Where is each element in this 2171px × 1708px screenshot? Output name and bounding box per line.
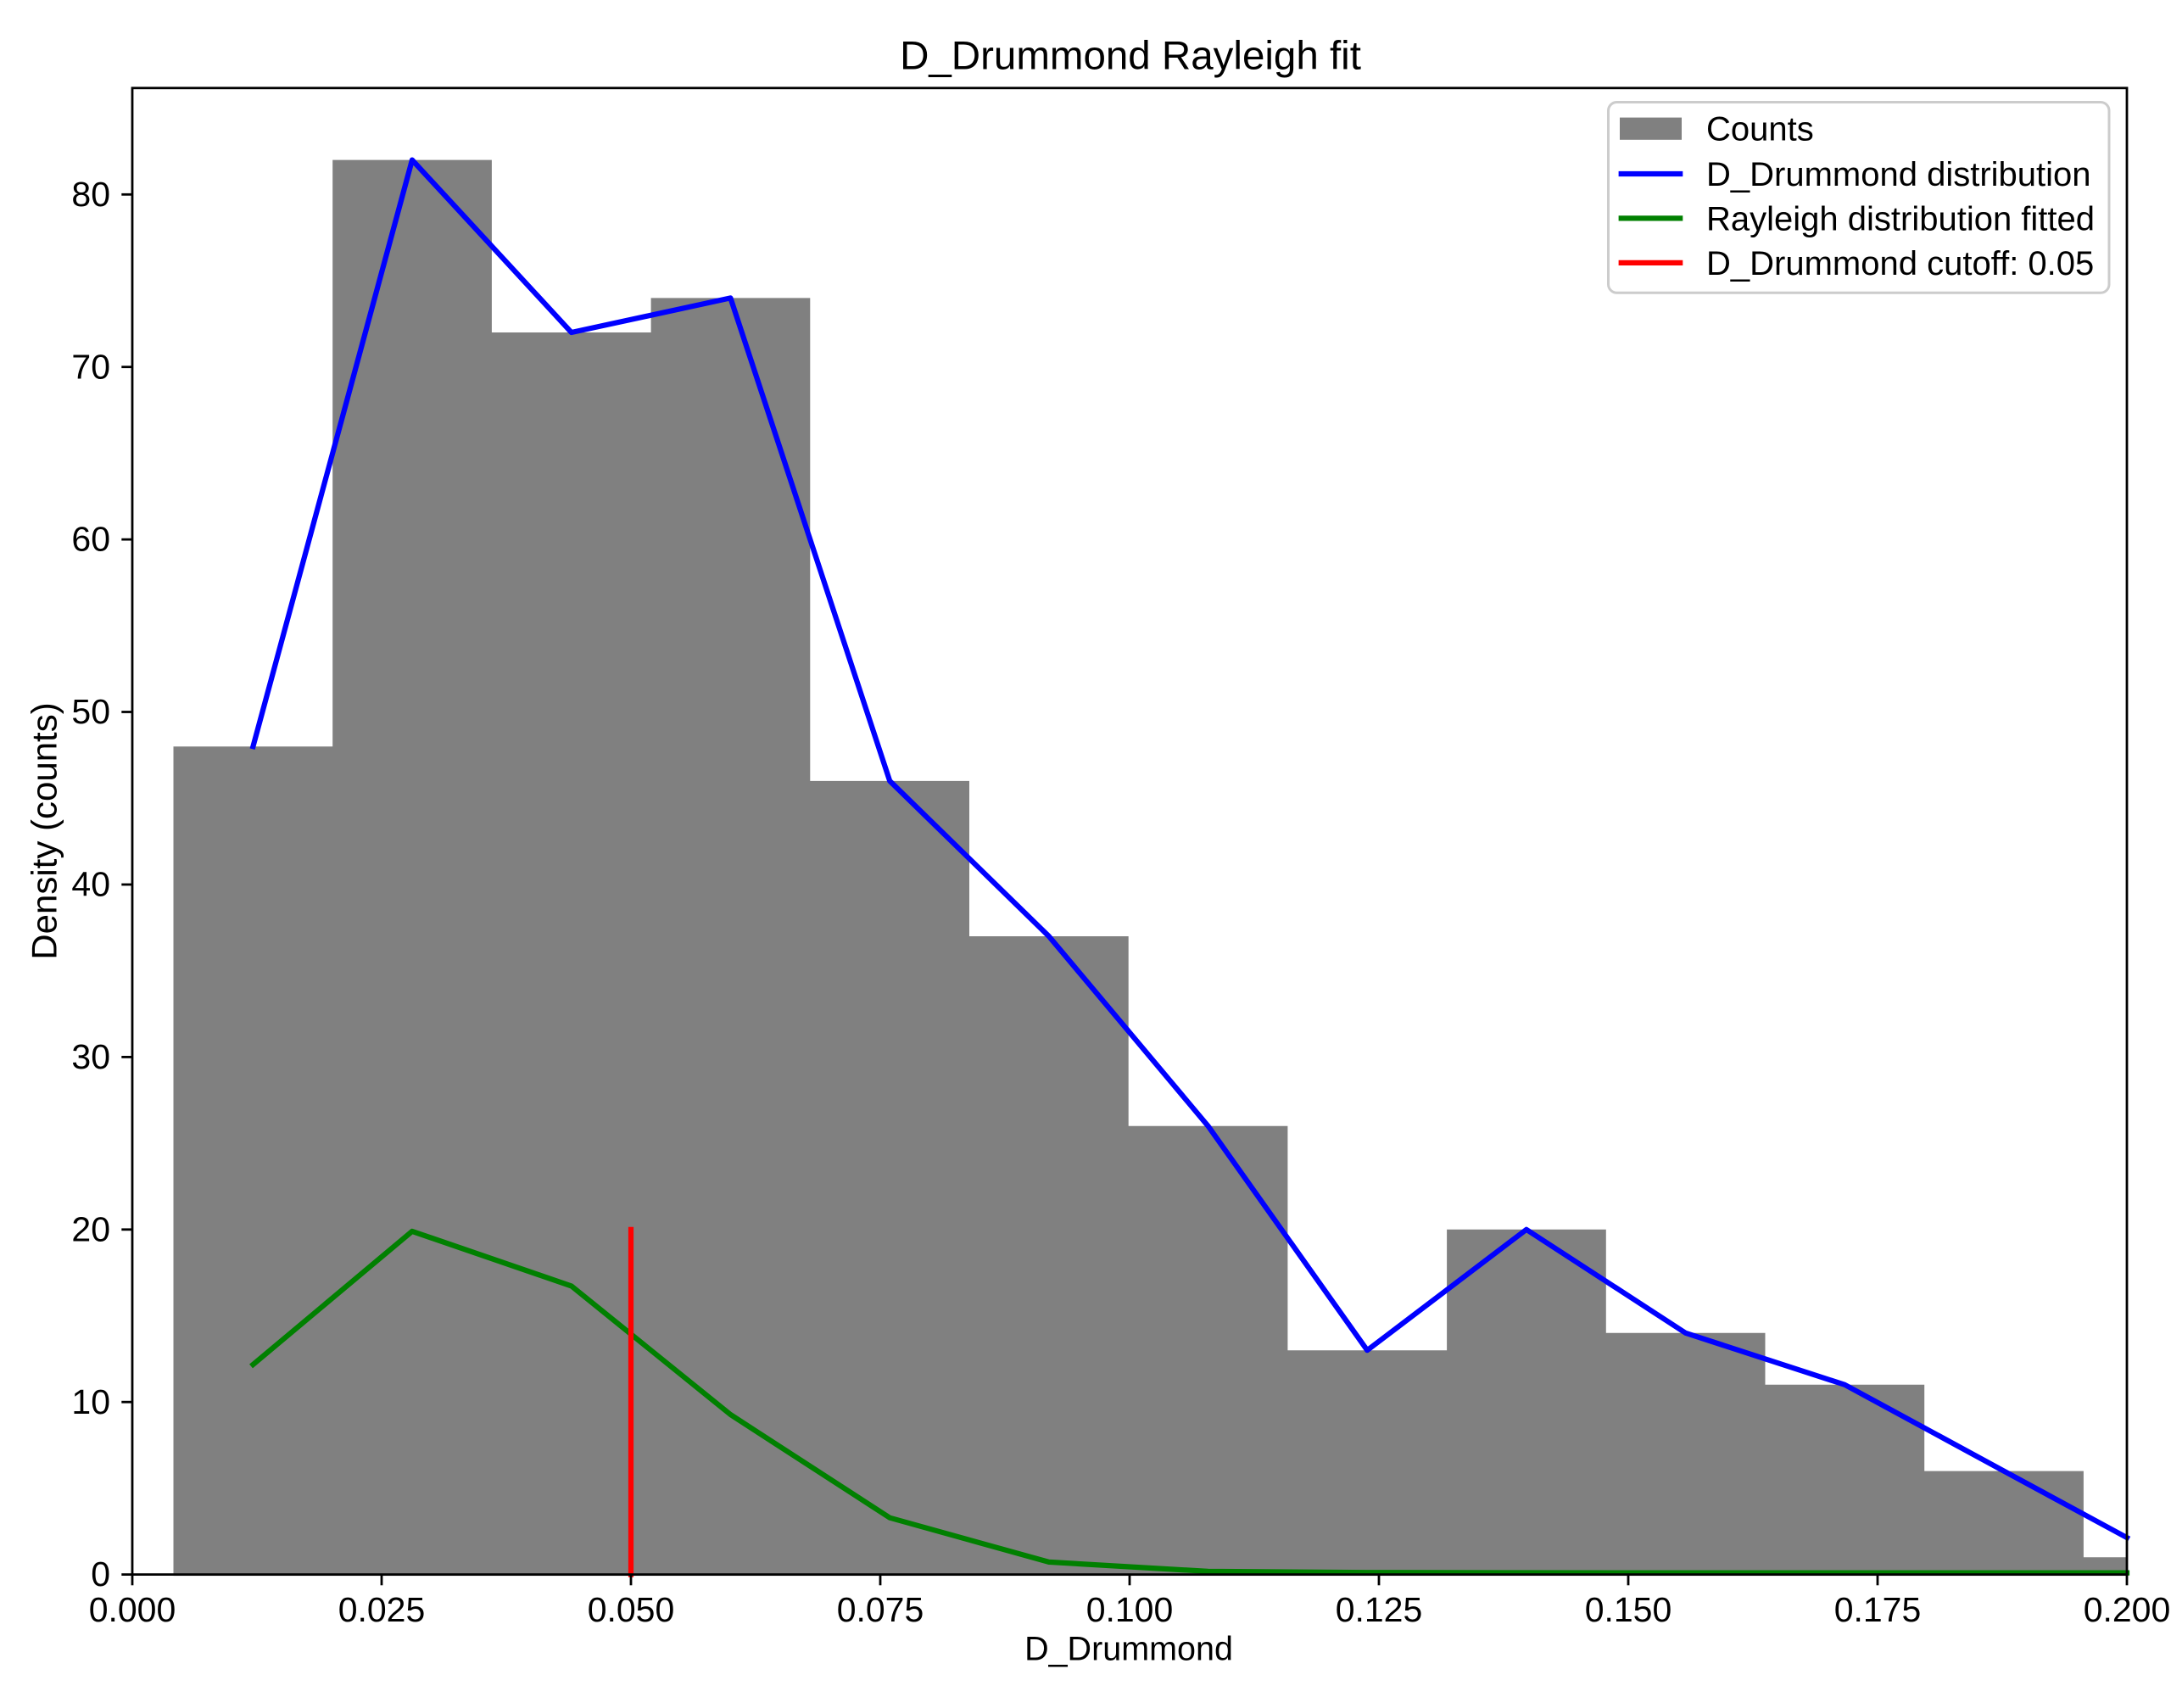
svg-text:D_Drummond cutoff: 0.05: D_Drummond cutoff: 0.05 [1706, 245, 2094, 282]
svg-text:50: 50 [71, 692, 110, 731]
svg-text:0: 0 [91, 1555, 110, 1594]
svg-text:D_Drummond: D_Drummond [1024, 1631, 1233, 1668]
svg-text:30: 30 [71, 1037, 110, 1076]
svg-text:Rayleigh distribution fitted: Rayleigh distribution fitted [1706, 200, 2095, 237]
svg-text:0.150: 0.150 [1585, 1590, 1672, 1629]
svg-text:0.050: 0.050 [588, 1590, 675, 1629]
svg-text:10: 10 [71, 1382, 110, 1421]
svg-text:60: 60 [71, 520, 110, 559]
svg-text:Density (counts): Density (counts) [25, 702, 64, 959]
svg-text:D_Drummond distribution: D_Drummond distribution [1706, 156, 2091, 193]
svg-text:0.075: 0.075 [837, 1590, 924, 1629]
svg-text:0.125: 0.125 [1336, 1590, 1423, 1629]
svg-text:0.200: 0.200 [2084, 1590, 2171, 1629]
svg-text:D_Drummond Rayleigh fit: D_Drummond Rayleigh fit [900, 33, 1361, 78]
svg-text:20: 20 [71, 1209, 110, 1248]
svg-text:0.025: 0.025 [338, 1590, 426, 1629]
svg-text:Counts: Counts [1706, 111, 1814, 148]
svg-text:80: 80 [71, 175, 110, 214]
svg-text:0.100: 0.100 [1086, 1590, 1174, 1629]
svg-text:70: 70 [71, 347, 110, 386]
svg-text:40: 40 [71, 865, 110, 904]
svg-text:0.000: 0.000 [89, 1590, 176, 1629]
svg-text:0.175: 0.175 [1834, 1590, 1922, 1629]
